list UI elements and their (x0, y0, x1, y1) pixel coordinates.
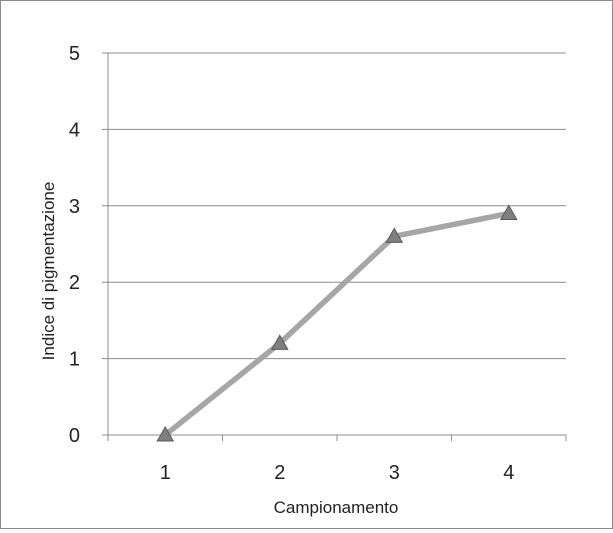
series-line-0 (162, 210, 512, 438)
axes (102, 52, 567, 441)
data-point-2 (270, 334, 289, 350)
x-tick-label-4: 4 (503, 462, 514, 484)
y-tick-label-0: 0 (69, 425, 80, 447)
x-axis-title: Campionamento (274, 498, 399, 517)
y-tick-label-2: 2 (69, 272, 80, 294)
data-point-4 (499, 204, 518, 220)
x-tick-label-3: 3 (389, 462, 400, 484)
x-tick-label-2: 2 (274, 462, 285, 484)
data-point-1 (156, 425, 175, 442)
x-tick-labels: 1 2 3 4 (160, 462, 515, 484)
series-line-group (162, 210, 512, 438)
y-tick-label-3: 3 (69, 196, 80, 218)
y-tick-labels: 0 1 2 3 4 5 (69, 43, 80, 447)
y-tick-label-4: 4 (69, 119, 80, 141)
x-tick-label-1: 1 (160, 462, 171, 484)
y-tick-label-1: 1 (69, 349, 80, 371)
y-tick-label-5: 5 (69, 43, 80, 65)
data-point-3 (385, 227, 404, 243)
gridlines (108, 52, 566, 360)
series-markers (156, 204, 518, 442)
y-axis-title: Indice di pigmentazione (39, 182, 58, 361)
